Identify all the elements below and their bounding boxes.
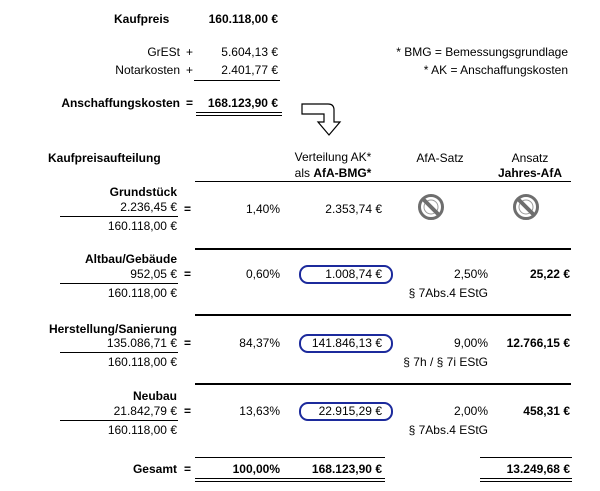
row-name-herstellung: Herstellung/Sanierung: [48, 322, 177, 336]
grest-label: GrESt: [147, 45, 180, 59]
notar-label: Notarkosten: [115, 63, 180, 77]
row-denominator: 160.118,00 €: [107, 286, 177, 300]
row-denominator: 160.118,00 €: [107, 423, 177, 437]
row-equals: =: [184, 202, 192, 216]
total-underline-1: [480, 478, 572, 479]
total-equals: =: [184, 462, 192, 476]
row-law: § 7h / § 7i EStG: [403, 355, 488, 369]
fraction-line: [60, 216, 178, 217]
notar-operator: +: [186, 63, 194, 77]
row-annual: 12.766,15 €: [506, 336, 570, 350]
bmg-highlight-ellipse: [299, 402, 393, 421]
ak-underline-1: [196, 112, 282, 113]
notar-value: 2.401,77 €: [221, 63, 278, 77]
grest-value: 5.604,13 €: [221, 45, 278, 59]
header-ansatz: Ansatz: [511, 151, 549, 165]
row-divider: [195, 248, 571, 250]
header-afa-satz: AfA-Satz: [416, 151, 464, 165]
no-sign-icon: [513, 194, 539, 220]
header-verteilung-2: als AfA-BMG*: [294, 166, 372, 180]
header-jahres-afa: Jahres-AfA: [497, 166, 563, 180]
row-percent: 1,40%: [245, 202, 280, 216]
total-bmg: 168.123,90 €: [311, 462, 382, 476]
row-rate: 9,00%: [453, 336, 488, 350]
total-percent: 100,00%: [232, 462, 280, 476]
total-underline-2: [480, 481, 572, 482]
ak-value: 168.123,90 €: [207, 96, 278, 110]
fraction-line: [60, 420, 178, 421]
grest-operator: +: [186, 45, 194, 59]
row-percent: 0,60%: [245, 267, 280, 281]
row-numerator: 952,05 €: [130, 267, 177, 281]
total-underline-1: [195, 478, 385, 479]
row-bmg: 2.353,74 €: [325, 202, 382, 216]
total-annual: 13.249,68 €: [506, 462, 570, 476]
row-law: § 7Abs.4 EStG: [408, 423, 488, 437]
row-numerator: 21.842,79 €: [113, 404, 177, 418]
total-underline-2: [195, 481, 385, 482]
row-denominator: 160.118,00 €: [107, 219, 177, 233]
ak-operator: =: [186, 96, 194, 110]
row-name-grundstueck: Grundstück: [109, 185, 177, 199]
row-denominator: 160.118,00 €: [107, 355, 177, 369]
row-rate: 2,00%: [453, 404, 488, 418]
row-equals: =: [184, 336, 192, 350]
header-divider: [195, 181, 571, 182]
kaufpreis-label: Kaufpreis: [114, 12, 170, 26]
row-rate: 2,50%: [453, 267, 488, 281]
row-divider: [195, 314, 571, 316]
row-equals: =: [184, 267, 192, 281]
row-divider: [195, 383, 571, 385]
row-equals: =: [184, 404, 192, 418]
row-annual: 458,31 €: [523, 404, 570, 418]
curved-arrow-icon: [301, 103, 342, 136]
row-name-neubau: Neubau: [132, 389, 177, 403]
sum-line: [194, 80, 280, 81]
total-label: Gesamt: [132, 462, 177, 476]
ak-underline-2: [196, 115, 282, 116]
bmg-highlight-ellipse: [299, 334, 393, 353]
row-annual: 25,22 €: [529, 267, 570, 281]
row-law: § 7Abs.4 EStG: [408, 286, 488, 300]
kaufpreis-value: 160.118,00 €: [208, 12, 278, 26]
row-numerator: 2.236,45 €: [120, 200, 177, 214]
note-bmg: * BMG = Bemessungsgrundlage: [396, 45, 568, 59]
fraction-line: [60, 283, 178, 284]
no-sign-icon: [418, 194, 444, 220]
fraction-line: [60, 352, 178, 353]
row-bmg: 22.915,29 €: [318, 404, 382, 418]
row-numerator: 135.086,71 €: [106, 336, 177, 350]
row-bmg: 1.008,74 €: [325, 267, 382, 281]
section-title: Kaufpreisaufteilung: [48, 151, 161, 165]
row-bmg: 141.846,13 €: [311, 336, 382, 350]
header-verteilung: Verteilung AK*: [294, 150, 372, 164]
row-percent: 84,37%: [239, 336, 280, 350]
row-name-altbau: Altbau/Gebäude: [84, 252, 177, 266]
row-percent: 13,63%: [239, 404, 280, 418]
ak-label: Anschaffungskosten: [61, 96, 180, 110]
total-topline: [480, 457, 572, 458]
note-ak: * AK = Anschaffungskosten: [423, 63, 568, 77]
bmg-highlight-ellipse: [299, 265, 393, 284]
total-topline: [195, 457, 385, 458]
